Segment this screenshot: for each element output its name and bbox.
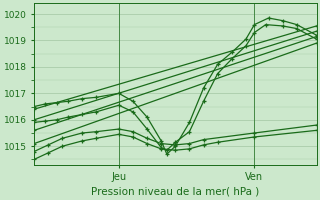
X-axis label: Pression niveau de la mer( hPa ): Pression niveau de la mer( hPa ) xyxy=(91,187,260,197)
